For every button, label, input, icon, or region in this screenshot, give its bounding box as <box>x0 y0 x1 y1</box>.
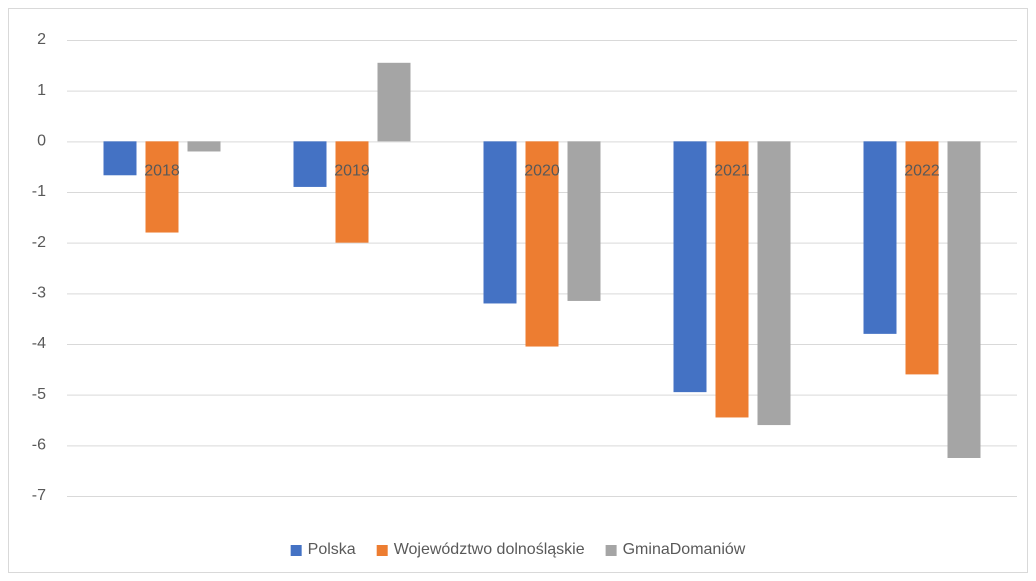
legend-swatch <box>290 545 302 556</box>
bar <box>673 141 707 393</box>
bar <box>483 141 517 304</box>
bar <box>567 141 601 301</box>
legend-swatch <box>376 545 388 556</box>
bar <box>335 141 369 243</box>
bar <box>293 141 327 187</box>
y-tick-label: 2 <box>37 31 46 48</box>
bar <box>715 141 749 418</box>
y-tick-label: -4 <box>32 335 46 352</box>
y-tick-label: -1 <box>32 183 46 200</box>
bar <box>145 141 179 233</box>
y-tick-label: -3 <box>32 285 46 302</box>
x-tick-label: 2021 <box>714 163 750 180</box>
bar <box>525 141 559 347</box>
x-tick-label: 2022 <box>904 163 940 180</box>
y-tick-label: -6 <box>32 437 46 454</box>
x-tick-label: 2020 <box>524 163 560 180</box>
legend-label: GminaDomaniów <box>623 541 746 558</box>
x-tick-label: 2019 <box>334 163 370 180</box>
y-tick-label: 1 <box>37 82 46 99</box>
legend-swatch <box>605 545 617 556</box>
bar <box>187 141 221 152</box>
bar <box>377 62 411 142</box>
chart-border <box>8 8 1028 573</box>
y-tick-label: -2 <box>32 234 46 251</box>
y-tick-label: 0 <box>37 133 46 150</box>
bar <box>103 141 137 176</box>
bar <box>947 141 981 459</box>
x-tick-label: 2018 <box>144 163 180 180</box>
bar <box>905 141 939 375</box>
y-tick-label: -5 <box>32 386 46 403</box>
legend-label: Polska <box>308 541 356 558</box>
y-tick-label: -7 <box>32 487 46 504</box>
bar <box>757 141 791 426</box>
bar <box>863 141 897 334</box>
legend-label: Województwo dolnośląskie <box>394 541 585 558</box>
